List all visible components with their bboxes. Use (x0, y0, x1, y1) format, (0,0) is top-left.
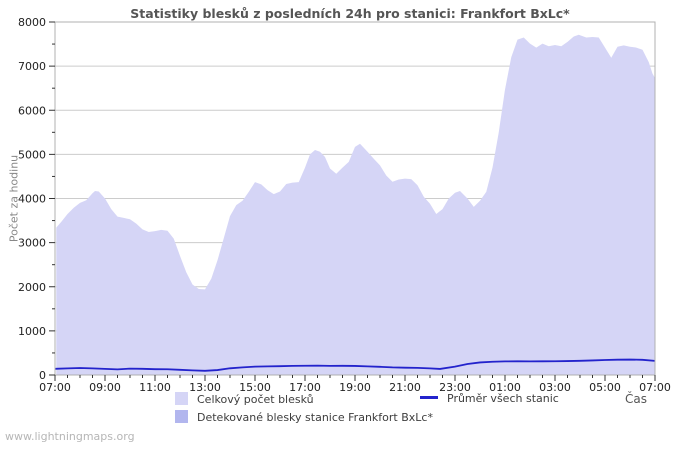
y-tick-label: 7000 (18, 60, 46, 73)
x-tick-label: 07:00 (639, 381, 671, 394)
y-tick-label: 6000 (18, 104, 46, 117)
legend-swatch-total-area (175, 392, 188, 405)
x-tick-label: 17:00 (289, 381, 321, 394)
legend-label-detected: Detekované blesky stanice Frankfort BxLc… (197, 411, 433, 424)
footer-watermark: www.lightningmaps.org (5, 430, 135, 443)
x-axis-title: Čas (625, 392, 647, 406)
y-tick-label: 5000 (18, 148, 46, 161)
x-tick-label: 09:00 (89, 381, 121, 394)
y-tick-label: 4000 (18, 193, 46, 206)
legend-item-total: Celkový počet blesků (175, 392, 314, 407)
y-tick-label: 3000 (18, 237, 46, 250)
y-tick-label: 8000 (18, 16, 46, 29)
x-tick-label: 19:00 (339, 381, 371, 394)
legend-swatch-average-line (420, 396, 438, 399)
legend-item-detected: Detekované blesky stanice Frankfort BxLc… (175, 410, 433, 425)
x-tick-label: 11:00 (139, 381, 171, 394)
legend-label-average: Průměr všech stanic (447, 392, 559, 405)
y-tick-label: 2000 (18, 281, 46, 294)
x-tick-label: 05:00 (589, 381, 621, 394)
legend-item-average: Průměr všech stanic (420, 392, 559, 406)
y-tick-label: 1000 (18, 325, 46, 338)
x-tick-label: 15:00 (239, 381, 271, 394)
x-tick-label: 23:00 (439, 381, 471, 394)
x-tick-label: 01:00 (489, 381, 521, 394)
average-line (54, 358, 656, 372)
x-tick-label: 21:00 (389, 381, 421, 394)
chart-title: Statistiky blesků z posledních 24h pro s… (130, 6, 570, 21)
x-tick-label: 13:00 (189, 381, 221, 394)
y-tick-label: 0 (39, 369, 46, 382)
x-tick-label: 03:00 (539, 381, 571, 394)
legend-swatch-detected-area (175, 410, 188, 423)
x-tick-label: 07:00 (39, 381, 71, 394)
legend-label-total: Celkový počet blesků (197, 393, 314, 406)
area-series (56, 34, 655, 375)
